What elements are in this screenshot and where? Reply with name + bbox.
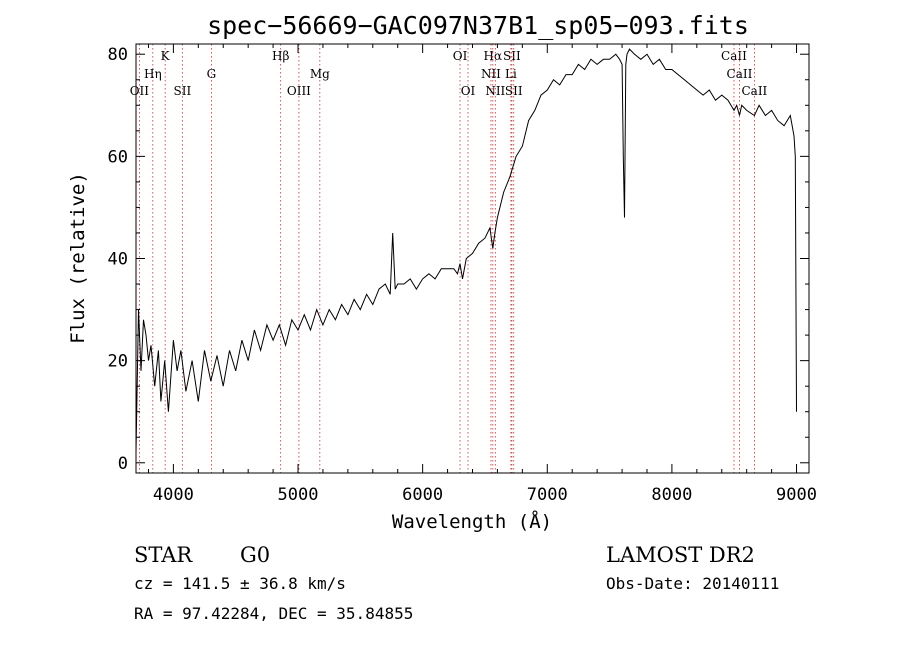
spectrum-line <box>135 48 797 453</box>
line-label-14: Li <box>505 67 517 81</box>
line-label-1: Hη <box>144 67 162 81</box>
line-label-7: Mg <box>310 67 330 81</box>
line-label-6: OIII <box>287 84 311 98</box>
object-subclass: G0 <box>240 543 270 567</box>
obs-date: Obs-Date: 20140111 <box>606 574 779 593</box>
x-tick-label-4: 8000 <box>651 485 692 505</box>
line-label-5: Hβ <box>272 49 289 63</box>
y-axis: 0 20 40 60 80 <box>108 45 809 474</box>
line-label-16: CaII <box>721 49 747 63</box>
line-label-10: Hα <box>484 49 503 63</box>
y-tick-label-2: 40 <box>108 250 128 270</box>
spectral-line-markers: OIIHηKSIIGHβOIIIMgOIOIHαNIINIISIILiSIICa… <box>130 44 768 473</box>
x-tick-label-1: 5000 <box>278 485 319 505</box>
y-axis-label: Flux (relative) <box>67 172 89 344</box>
line-label-3: SII <box>174 84 192 98</box>
survey-name: LAMOST DR2 <box>606 543 755 567</box>
y-tick-label-1: 20 <box>108 352 128 372</box>
x-tick-label-5: 9000 <box>776 485 817 505</box>
line-label-8: OI <box>453 49 468 63</box>
x-tick-label-0: 4000 <box>153 485 194 505</box>
x-axis: 4000 5000 6000 7000 8000 9000 <box>147 44 817 505</box>
line-label-0: OII <box>130 84 150 98</box>
line-label-18: CaII <box>741 84 767 98</box>
line-label-12: NII <box>485 84 505 98</box>
line-label-11: NII <box>481 67 501 81</box>
x-tick-label-3: 7000 <box>527 485 568 505</box>
coordinates-text: RA = 97.42284, DEC = 35.84855 <box>134 604 413 623</box>
x-axis-label: Wavelength (Å) <box>392 510 552 533</box>
line-label-4: G <box>207 67 217 81</box>
line-label-9: OI <box>461 84 476 98</box>
y-tick-label-0: 0 <box>118 454 128 474</box>
line-label-17: CaII <box>727 67 753 81</box>
line-label-13: SII <box>503 49 521 63</box>
x-tick-label-2: 6000 <box>402 485 443 505</box>
plot-frame <box>135 43 810 474</box>
y-tick-label-3: 60 <box>108 147 128 167</box>
chart-title: spec−56669−GAC097N37B1_sp05−093.fits <box>207 11 749 40</box>
object-class: STAR <box>134 543 193 567</box>
y-tick-label-4: 80 <box>108 45 128 65</box>
redshift-text: cz = 141.5 ± 36.8 km/s <box>134 574 346 593</box>
line-label-2: K <box>161 49 171 63</box>
line-label-15: SII <box>505 84 523 98</box>
